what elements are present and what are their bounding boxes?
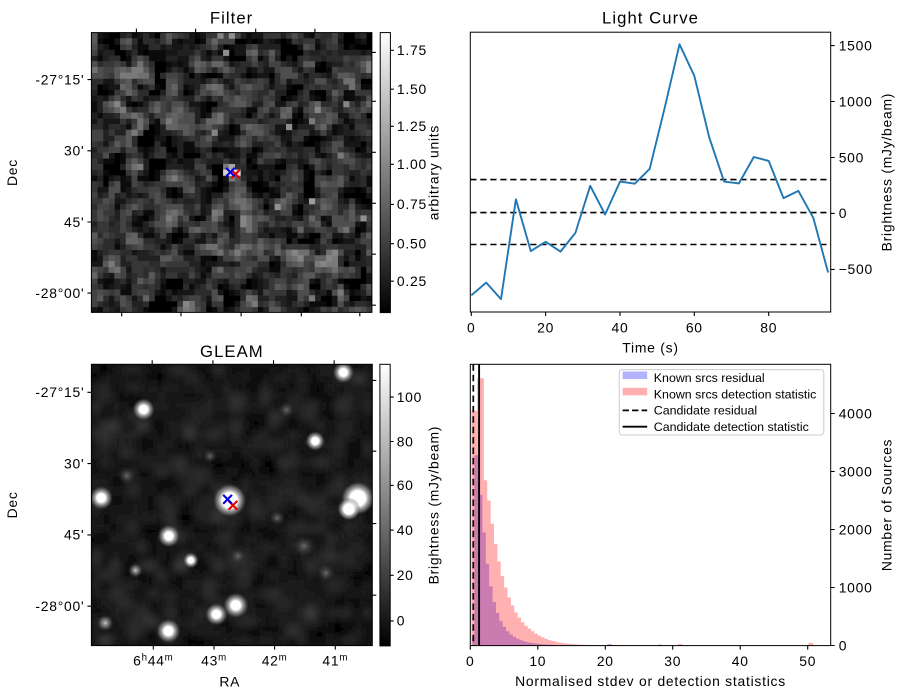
- svg-text:10: 10: [529, 653, 546, 669]
- svg-text:20: 20: [397, 567, 414, 583]
- svg-text:Dec: Dec: [4, 159, 20, 186]
- svg-text:RA: RA: [219, 673, 240, 689]
- svg-text:Candidate detection statistic: Candidate detection statistic: [654, 420, 809, 434]
- svg-text:Brightness (mJy/beam): Brightness (mJy/beam): [879, 93, 895, 252]
- svg-text:0: 0: [467, 320, 475, 336]
- svg-text:2000: 2000: [839, 521, 873, 537]
- svg-text:0: 0: [839, 205, 847, 221]
- svg-text:20: 20: [597, 653, 614, 669]
- svg-text:Normalised stdev or detection: Normalised stdev or detection statistics: [515, 673, 786, 689]
- svg-text:-27°15': -27°15': [35, 71, 84, 87]
- svg-text:1000: 1000: [839, 579, 873, 595]
- svg-text:20: 20: [537, 320, 554, 336]
- svg-text:40: 40: [397, 522, 414, 538]
- svg-text:1000: 1000: [839, 93, 873, 109]
- svg-text:1.50: 1.50: [397, 81, 427, 97]
- svg-text:500: 500: [839, 149, 864, 165]
- svg-text:Number of Sources: Number of Sources: [879, 439, 895, 571]
- svg-text:GLEAM: GLEAM: [200, 342, 264, 361]
- svg-text:4000: 4000: [839, 405, 873, 421]
- svg-text:40: 40: [732, 653, 749, 669]
- svg-text:Time (s): Time (s): [622, 339, 678, 355]
- svg-text:−500: −500: [839, 261, 873, 277]
- svg-text:0: 0: [839, 637, 847, 653]
- svg-text:30: 30: [664, 653, 681, 669]
- svg-text:0: 0: [397, 613, 405, 629]
- svg-text:80: 80: [397, 433, 414, 449]
- svg-text:0: 0: [466, 653, 474, 669]
- svg-text:-28°00': -28°00': [35, 285, 84, 301]
- svg-text:40: 40: [612, 320, 629, 336]
- svg-text:1.25: 1.25: [397, 118, 427, 134]
- svg-text:45': 45': [64, 214, 84, 230]
- svg-text:1500: 1500: [839, 37, 873, 53]
- svg-text:-28°00': -28°00': [35, 598, 84, 614]
- svg-text:80: 80: [760, 320, 777, 336]
- svg-text:Dec: Dec: [4, 491, 20, 518]
- svg-text:Known srcs detection statistic: Known srcs detection statistic: [654, 387, 817, 401]
- svg-text:3000: 3000: [839, 463, 873, 479]
- svg-text:-27°15': -27°15': [35, 384, 84, 400]
- svg-text:Brightness (mJy/beam): Brightness (mJy/beam): [426, 426, 442, 585]
- svg-text:Candidate residual: Candidate residual: [654, 404, 757, 418]
- svg-text:1.00: 1.00: [397, 156, 427, 172]
- svg-text:Known srcs residual: Known srcs residual: [654, 371, 765, 385]
- svg-text:100: 100: [397, 389, 422, 405]
- svg-text:45': 45': [64, 527, 84, 543]
- svg-text:30': 30': [64, 455, 84, 471]
- svg-text:60: 60: [397, 477, 414, 493]
- svg-text:0.75: 0.75: [397, 196, 427, 212]
- svg-text:50: 50: [799, 653, 816, 669]
- svg-text:1.75: 1.75: [397, 42, 427, 58]
- svg-text:0.25: 0.25: [397, 273, 427, 289]
- svg-text:arbitrary units: arbitrary units: [426, 125, 442, 220]
- svg-text:60: 60: [686, 320, 703, 336]
- svg-text:30': 30': [64, 143, 84, 159]
- svg-text:Light Curve: Light Curve: [602, 9, 699, 28]
- svg-text:Filter: Filter: [210, 9, 253, 28]
- svg-text:0.50: 0.50: [397, 236, 427, 252]
